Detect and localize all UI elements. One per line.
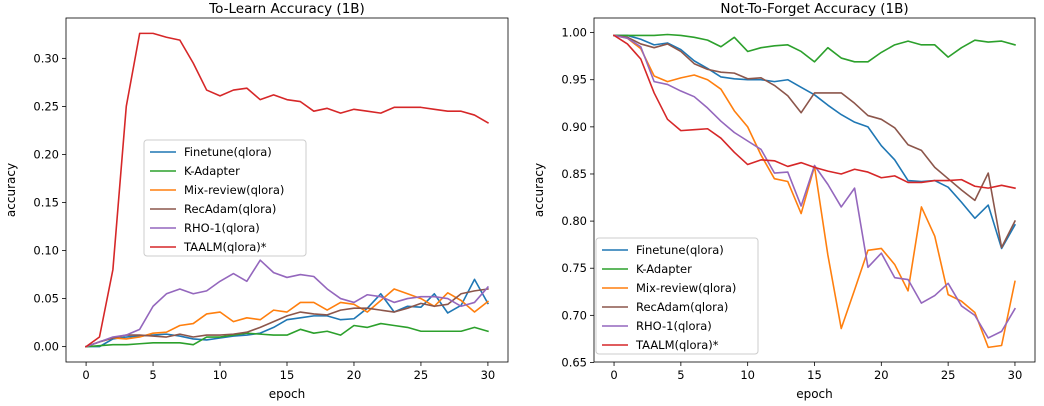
- chart-2: Finetune(qlora) K-Adapter Mix-review(qlora…: [590, 17, 1036, 366]
- x-tick-label: 15: [807, 368, 822, 382]
- series-line-mix-review-qlora: [85, 288, 490, 348]
- legend-label: TAALM(qlora)*: [635, 338, 719, 352]
- y-tick-label: 0.10: [33, 244, 59, 258]
- legend-box: [595, 237, 759, 355]
- y-tick-label: 0.00: [33, 340, 59, 354]
- y-tick-label: 0.70: [561, 308, 587, 322]
- y-tick-label: 0.75: [561, 261, 587, 275]
- x-tick-label: 20: [874, 368, 889, 382]
- y-tick-label: 0.25: [33, 99, 59, 113]
- y-tick-label: 1.00: [561, 26, 587, 40]
- series-line-k-adapter: [85, 322, 489, 348]
- chart-1: Finetune(qlora) K-Adapter Mix-review(qlora…: [62, 17, 509, 366]
- x-tick-label: 30: [481, 368, 496, 382]
- series-line-finetune-qlora: [613, 34, 1017, 250]
- x-tick-label: 10: [740, 368, 755, 382]
- chart-title: Not-To-Forget Accuracy (1B): [720, 1, 908, 17]
- x-tick-label: 30: [1008, 368, 1023, 382]
- y-tick-label: 0.65: [561, 355, 587, 369]
- series-line-recadam-qlora: [613, 34, 1017, 249]
- legend-label: Mix-review(qlora): [184, 183, 284, 197]
- legend-label: K-Adapter: [636, 262, 692, 276]
- y-tick-label: 0.20: [33, 147, 59, 161]
- series-line-rho-1-qlora: [85, 259, 490, 348]
- series-line-rho-1-qlora: [613, 34, 1017, 339]
- x-tick-label: 25: [414, 368, 429, 382]
- x-tick-label: 0: [610, 368, 617, 382]
- series-line-recadam-qlora: [85, 288, 489, 348]
- y-tick-label: 0.90: [561, 120, 587, 134]
- x-tick-label: 5: [677, 368, 684, 382]
- legend: Finetune(qlora) K-Adapter Mix-review(qlora…: [595, 237, 759, 355]
- x-tick-label: 25: [941, 368, 956, 382]
- x-tick-label: 15: [280, 368, 295, 382]
- legend-label: RHO-1(qlora): [636, 319, 712, 333]
- legend-label: Mix-review(qlora): [636, 281, 736, 295]
- x-tick-label: 5: [149, 368, 156, 382]
- x-tick-label: 0: [82, 368, 89, 382]
- x-tick-label: 20: [347, 368, 362, 382]
- y-axis-label: accuracy: [532, 163, 546, 217]
- y-tick-label: 0.85: [561, 167, 587, 181]
- chart-title: To-Learn Accuracy (1B): [208, 1, 365, 17]
- y-tick-label: 0.95: [561, 73, 587, 87]
- x-axis-label: epoch: [269, 387, 306, 401]
- legend-label: RHO-1(qlora): [184, 221, 260, 235]
- legend-label: TAALM(qlora)*: [183, 240, 267, 254]
- y-tick-label: 0.05: [33, 292, 59, 306]
- legend-label: Finetune(qlora): [636, 243, 724, 257]
- legend: Finetune(qlora) K-Adapter Mix-review(qlora…: [143, 139, 307, 257]
- y-tick-label: 0.30: [33, 51, 59, 65]
- series-line-k-adapter: [613, 33, 1016, 63]
- series-line-taalm-qlora: [612, 34, 1016, 190]
- legend-box: [143, 139, 307, 257]
- y-tick-label: 0.80: [561, 214, 587, 228]
- x-axis-label: epoch: [796, 387, 833, 401]
- series-line-finetune-qlora: [85, 278, 489, 348]
- x-tick-label: 10: [213, 368, 228, 382]
- y-axis-label: accuracy: [4, 163, 18, 217]
- y-tick-label: 0.15: [33, 195, 59, 209]
- series-line-taalm-qlora: [84, 32, 490, 348]
- legend-label: Finetune(qlora): [184, 145, 272, 159]
- legend-label: RecAdam(qlora): [184, 202, 276, 216]
- legend-label: RecAdam(qlora): [636, 300, 728, 314]
- legend-label: K-Adapter: [184, 164, 240, 178]
